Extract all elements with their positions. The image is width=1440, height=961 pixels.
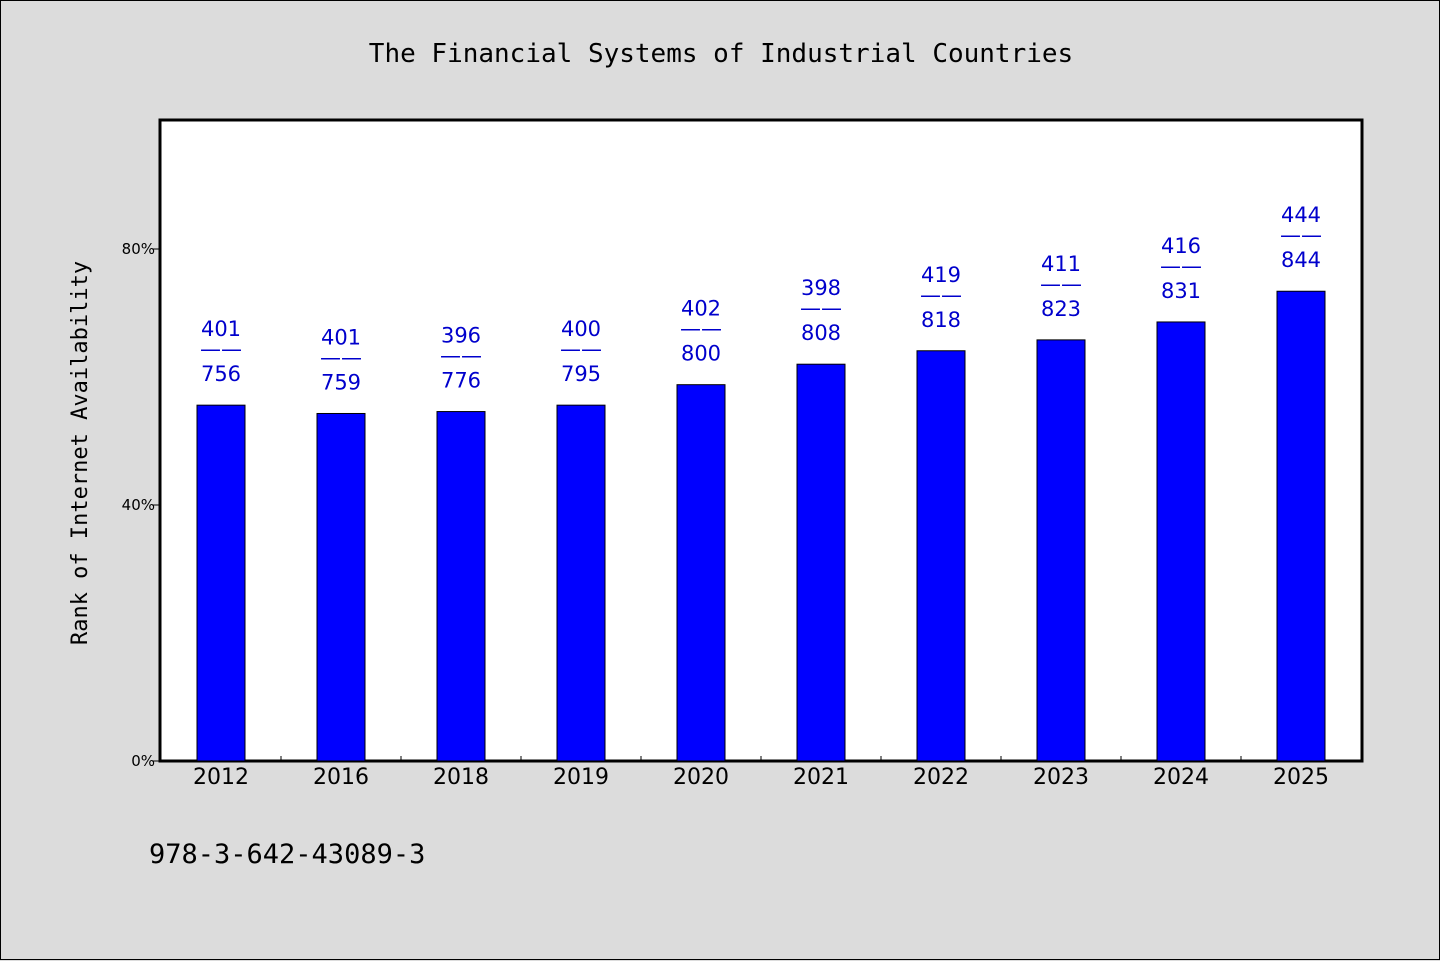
bar-label-sep-2020: ——	[680, 317, 722, 341]
bar-2021	[796, 363, 846, 762]
bar-label-top-2018: 396	[441, 324, 481, 348]
bar-label-bottom-2022: 818	[921, 308, 961, 332]
x-tick-label-2022: 2022	[913, 765, 969, 790]
bar-label-bottom-2023: 823	[1041, 297, 1081, 321]
x-tick-label-2012: 2012	[193, 765, 249, 790]
bar-label-sep-2024: ——	[1160, 254, 1202, 278]
y-axis: 0% 40% 80%	[122, 240, 161, 770]
bar-label-sep-2012: ——	[200, 337, 242, 361]
bar-2022	[916, 350, 966, 762]
bar-label-top-2025: 444	[1281, 203, 1321, 227]
bar-label-sep-2023: ——	[1040, 272, 1082, 296]
bar-label-top-2022: 419	[921, 263, 961, 287]
bar-2023	[1036, 339, 1086, 762]
bar-label-top-2024: 416	[1161, 234, 1201, 258]
bar-2018	[436, 411, 486, 762]
bar-2012	[196, 404, 246, 762]
bar-label-sep-2018: ——	[440, 344, 482, 368]
y-tick-label-40: 40%	[122, 496, 155, 514]
bar-label-bottom-2020: 800	[681, 342, 721, 366]
x-tick-label-2018: 2018	[433, 765, 489, 790]
x-tick-label-2019: 2019	[553, 765, 609, 790]
bar-label-top-2019: 400	[561, 317, 601, 341]
bar-label-bottom-2021: 808	[801, 321, 841, 345]
bars-layer	[196, 290, 1326, 762]
bar-label-sep-2025: ——	[1280, 223, 1322, 247]
bar-label-top-2016: 401	[321, 325, 361, 349]
bar-label-top-2023: 411	[1041, 252, 1081, 276]
footer-isbn: 978-3-642-43089-3	[149, 839, 425, 870]
chart-title: The Financial Systems of Industrial Coun…	[369, 39, 1073, 69]
bar-label-sep-2021: ——	[800, 296, 842, 320]
bar-label-sep-2022: ——	[920, 283, 962, 307]
bar-2020	[676, 384, 726, 762]
bar-2016	[316, 412, 366, 762]
bar-2019	[556, 404, 606, 762]
bar-label-sep-2016: ——	[320, 345, 362, 369]
bar-label-bottom-2025: 844	[1281, 248, 1321, 272]
bar-label-bottom-2012: 756	[201, 362, 241, 386]
data-labels-layer: 401——756401——759396——776400——795402——800…	[200, 203, 1322, 394]
y-tick-label-80: 80%	[122, 240, 155, 258]
x-tick-label-2023: 2023	[1033, 765, 1089, 790]
y-axis-label: Rank of Internet Availability	[68, 261, 93, 645]
bar-2025	[1276, 290, 1326, 762]
bar-label-bottom-2019: 795	[561, 362, 601, 386]
x-axis: 2012 2016 2018 2019 2020 2021 2022 2023 2024 2025	[193, 756, 1329, 790]
bar-label-bottom-2018: 776	[441, 369, 481, 393]
bar-label-top-2021: 398	[801, 276, 841, 300]
x-tick-label-2024: 2024	[1153, 765, 1209, 790]
bar-label-bottom-2016: 759	[321, 370, 361, 394]
x-tick-label-2025: 2025	[1273, 765, 1329, 790]
bar-label-bottom-2024: 831	[1161, 279, 1201, 303]
bar-2024	[1156, 321, 1206, 762]
bar-label-top-2020: 402	[681, 297, 721, 321]
bar-label-sep-2019: ——	[560, 337, 602, 361]
bar-label-top-2012: 401	[201, 317, 241, 341]
y-tick-label-0: 0%	[131, 752, 155, 770]
x-tick-label-2020: 2020	[673, 765, 729, 790]
x-tick-label-2016: 2016	[313, 765, 369, 790]
x-tick-label-2021: 2021	[793, 765, 849, 790]
